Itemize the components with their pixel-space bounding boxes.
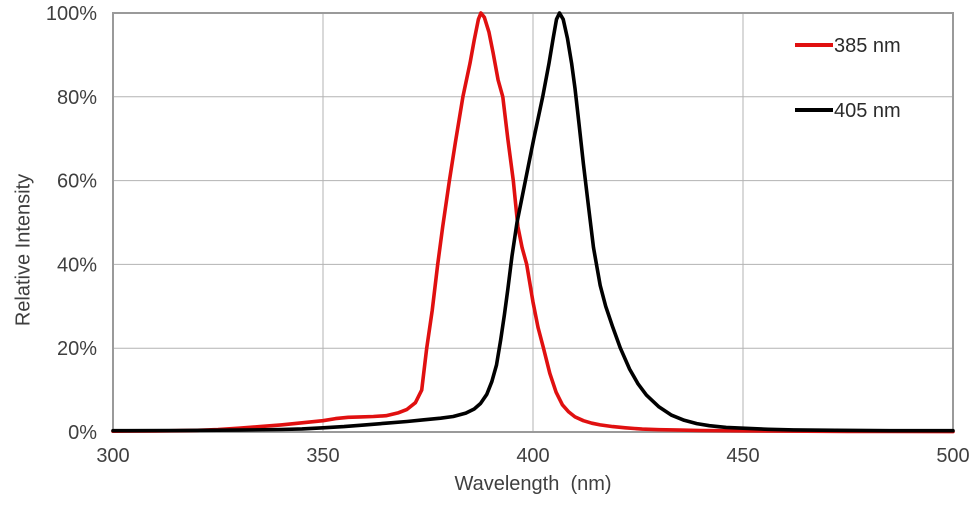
y-tick-label: 0%	[68, 422, 97, 444]
y-tick-label: 60%	[57, 171, 97, 193]
x-tick-label: 350	[306, 445, 339, 467]
x-tick-label: 450	[726, 445, 759, 467]
y-tick-label: 100%	[46, 3, 97, 25]
x-tick-label: 500	[936, 445, 969, 467]
y-tick-label: 40%	[57, 254, 97, 276]
y-axis-title: Relative Intensity	[12, 173, 35, 327]
curve-405-nm	[111, 11, 955, 433]
legend-label: 385 nm	[834, 35, 901, 57]
x-tick-label: 400	[516, 445, 549, 467]
y-tick-label: 80%	[57, 87, 97, 109]
legend-label: 405 nm	[834, 100, 901, 122]
plot-border	[112, 12, 954, 433]
x-axis-title: Wavelength (nm)	[454, 473, 612, 495]
y-tick-label: 20%	[57, 338, 97, 360]
curve-385-nm	[111, 11, 955, 434]
x-tick-label: 300	[96, 445, 129, 467]
